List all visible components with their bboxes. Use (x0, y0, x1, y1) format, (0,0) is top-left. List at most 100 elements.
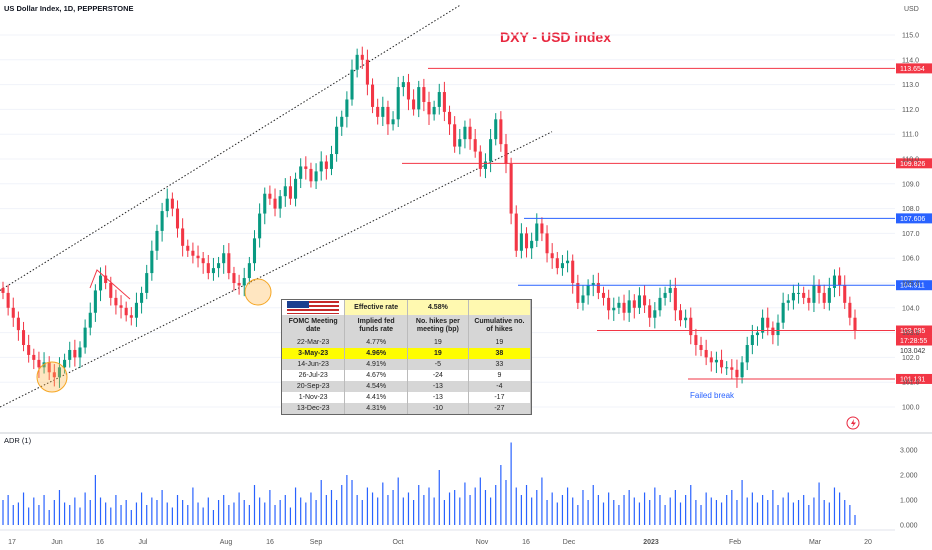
adr-bar (89, 500, 91, 525)
candlestick-series (1, 46, 857, 388)
adr-bar (448, 492, 451, 525)
candle-body (37, 359, 41, 368)
candle-body (653, 310, 657, 318)
y-tick-label: 102.0 (902, 355, 920, 362)
adr-bar (310, 492, 312, 525)
y-tick-label: 101.0 (902, 380, 920, 387)
cell-rate: 4.77% (344, 337, 408, 348)
adr-bar (459, 497, 461, 525)
candle-body (247, 263, 251, 279)
candle-body (11, 307, 15, 318)
candle-body (725, 367, 729, 369)
candle-body (540, 223, 544, 234)
cell-cum: 9 (468, 370, 532, 381)
adr-bar (808, 505, 810, 525)
adr-bar (356, 495, 358, 525)
adr-bar (361, 500, 363, 525)
adr-bar (341, 485, 343, 525)
adr-bar (253, 485, 256, 525)
us-flag (282, 300, 346, 315)
candle-body (211, 268, 215, 274)
adr-bar (320, 480, 322, 525)
countdown-label: 17:28:55 (900, 338, 927, 345)
adr-bar (464, 482, 466, 525)
channel-lower-line (0, 131, 553, 408)
adr-bar (377, 497, 379, 525)
candle-body (42, 362, 46, 368)
adr-bar (187, 505, 189, 525)
candle-body (761, 317, 765, 333)
adr-bar (135, 502, 138, 525)
adr-bar (500, 465, 502, 525)
adr-bar (787, 492, 789, 525)
adr-bar (597, 495, 599, 525)
adr-bar (643, 492, 646, 525)
adr-bar (577, 505, 579, 525)
empty-header-cell (468, 300, 532, 315)
fomc-table: Effective rate 4.58% FOMC Meeting date I… (281, 299, 532, 415)
adr-bar (474, 487, 476, 525)
adr-bar (741, 480, 743, 525)
candle-body (21, 330, 26, 345)
candle-body (232, 273, 236, 283)
candle-body (309, 168, 313, 182)
cell-date: 3-May-23 (282, 348, 346, 359)
adr-bar (541, 477, 543, 525)
candle-body (93, 290, 97, 313)
candle-body (145, 273, 149, 293)
candle-body (714, 359, 718, 363)
candle-body (607, 297, 611, 311)
adr-bar (556, 502, 558, 525)
table-row: 1-Nov-23 4.41% -13 -17 (282, 392, 532, 403)
adr-bar (397, 477, 399, 525)
adr-bar (777, 505, 779, 525)
adr-bar (531, 497, 533, 525)
candle-body (740, 362, 744, 378)
level-tag (896, 373, 932, 384)
candle-body (73, 349, 77, 358)
x-tick-label: 16 (266, 539, 274, 546)
candle-body (170, 198, 174, 209)
candle-body (88, 312, 92, 328)
price-axis[interactable]: 100.0 101.0 102.0 103.0 104.0 105.0 106.0 107.0… (902, 33, 920, 412)
candle-body (191, 250, 195, 256)
candle-body (601, 292, 606, 298)
time-axis[interactable]: 17 Jun 16 Jul Aug 16 Sep Oct Nov 16 Dec 2023 Feb Mar 2… (0, 529, 895, 546)
level-tag-label: 101.131 (900, 376, 925, 383)
candle-body (802, 292, 806, 298)
candle-body (427, 101, 431, 115)
adr-bar (289, 507, 292, 525)
candle-body (735, 369, 739, 378)
adr-bar (151, 497, 153, 525)
candle-body (612, 307, 616, 311)
y-tick-label: 108.0 (902, 206, 920, 213)
candle-body (83, 327, 87, 348)
cell-date: 1-Nov-23 (282, 392, 346, 403)
candle-body (571, 260, 575, 283)
adr-bar (294, 487, 297, 525)
y-tick-label: 100.0 (902, 405, 920, 412)
candle-body (299, 166, 303, 179)
candle-body (694, 335, 698, 345)
indicator-label: ADR (1) (4, 436, 32, 445)
lightning-icon[interactable] (846, 416, 860, 430)
adr-bar (587, 500, 589, 525)
x-tick-label: 20 (864, 539, 872, 546)
adr-bar (212, 510, 215, 525)
candle-body (458, 139, 462, 147)
adr-bar (171, 507, 173, 525)
candle-body (689, 317, 693, 336)
adr-bar (566, 487, 569, 525)
candle-body (832, 275, 837, 288)
y-tick-label: 105.0 (902, 281, 920, 288)
adr-bar (156, 500, 158, 525)
table-row: 22-Mar-23 4.77% 19 19 (282, 337, 532, 348)
adr-bar (300, 497, 302, 525)
candle-body (52, 372, 56, 378)
trend-channel (0, 4, 553, 408)
candle-body (494, 119, 498, 140)
x-tick-label: Oct (393, 539, 404, 546)
candle-body (242, 278, 246, 286)
cell-rate: 4.67% (344, 370, 408, 381)
